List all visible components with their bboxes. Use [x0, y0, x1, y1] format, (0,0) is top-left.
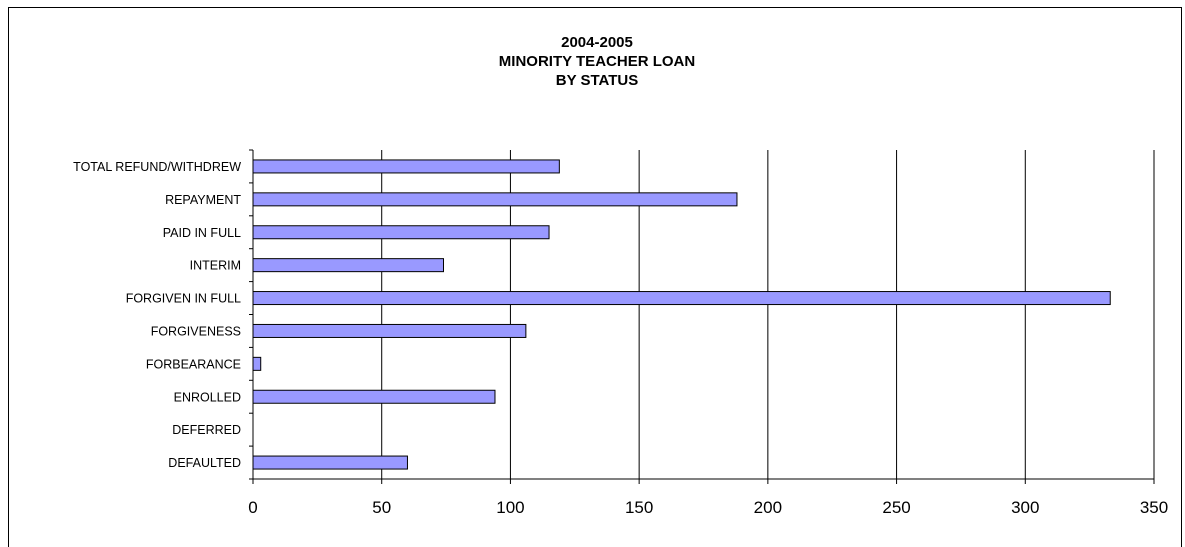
- category-label: FORBEARANCE: [146, 357, 241, 371]
- category-label: PAID IN FULL: [163, 226, 241, 240]
- bar: [252, 225, 550, 240]
- bar: [252, 159, 560, 174]
- category-label: ENROLLED: [174, 390, 241, 404]
- bar: [252, 455, 408, 470]
- chart-title-line: 2004-2005: [561, 34, 633, 51]
- x-tick-label: 350: [1140, 498, 1168, 517]
- category-label: TOTAL REFUND/WITHDREW: [73, 160, 241, 174]
- chart-title-line: BY STATUS: [556, 72, 639, 89]
- bar: [252, 192, 738, 207]
- bar: [252, 389, 496, 404]
- x-tick-label: 150: [625, 498, 653, 517]
- chart-title: 2004-2005 MINORITY TEACHER LOAN BY STATUS: [499, 34, 695, 89]
- bar: [252, 323, 527, 338]
- category-label: FORGIVENESS: [151, 324, 241, 338]
- x-tick-labels: 0 50 100 150 200 250 300 350: [248, 498, 1168, 517]
- category-label: FORGIVEN IN FULL: [126, 292, 241, 306]
- bar: [252, 291, 1111, 306]
- x-tick-label: 300: [1011, 498, 1039, 517]
- chart-frame: [8, 7, 1182, 547]
- axes: [249, 149, 1155, 484]
- x-tick-label: 100: [496, 498, 524, 517]
- bars: [252, 159, 1111, 470]
- x-tick-label: 250: [882, 498, 910, 517]
- category-label: INTERIM: [190, 259, 241, 273]
- category-label: DEFAULTED: [168, 456, 241, 470]
- x-tick-label: 200: [754, 498, 782, 517]
- bar: [252, 356, 262, 371]
- x-tick-label: 50: [372, 498, 391, 517]
- category-label: DEFERRED: [172, 423, 241, 437]
- x-tick-label: 0: [248, 498, 257, 517]
- category-labels: TOTAL REFUND/WITHDREW REPAYMENT PAID IN FU…: [73, 160, 241, 470]
- bar: [252, 258, 444, 273]
- chart-title-line: MINORITY TEACHER LOAN: [499, 53, 695, 70]
- category-label: REPAYMENT: [165, 193, 241, 207]
